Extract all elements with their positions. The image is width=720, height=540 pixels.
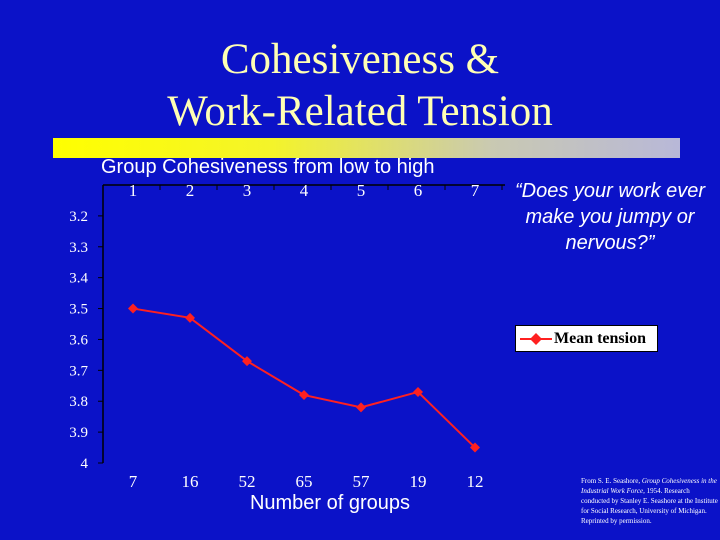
data-point — [242, 356, 252, 367]
source-credit: From S. E. Seashore, Group Cohesiveness … — [581, 476, 719, 526]
top-category-label: 4 — [300, 181, 309, 200]
top-tick-labels: 1 2 3 4 5 6 7 — [129, 181, 480, 200]
y-tick-label: 3.2 — [69, 209, 88, 225]
group-count-label: 19 — [410, 472, 427, 491]
y-tick-label: 3.3 — [69, 240, 88, 256]
y-tick-label: 3.8 — [69, 394, 88, 410]
top-category-label: 7 — [471, 181, 480, 200]
y-tick-label: 3.5 — [69, 302, 88, 318]
title-line-1: Cohesiveness & — [220, 36, 500, 83]
data-point — [128, 303, 138, 314]
chart-axes — [98, 184, 505, 464]
top-category-label: 5 — [357, 181, 366, 200]
data-point — [356, 402, 366, 413]
top-category-label: 1 — [129, 181, 138, 200]
group-count-label: 16 — [182, 472, 199, 491]
survey-question: “Does your work ever make you jumpy or n… — [514, 180, 706, 254]
slide-title: Cohesiveness & Work-Related Tension — [100, 34, 620, 138]
top-axis-title: Group Cohesiveness from low to high — [101, 156, 435, 178]
legend-marker-icon — [520, 333, 552, 345]
title-underline-bar — [53, 138, 680, 158]
y-tick-label: 3.4 — [69, 271, 88, 287]
data-point — [413, 386, 423, 397]
y-tick-labels: 3.2 3.3 3.4 3.5 3.6 3.7 3.8 3.9 4 — [69, 209, 88, 472]
data-point — [185, 312, 195, 323]
top-category-label: 3 — [243, 181, 252, 200]
credit-title: Group Cohesiveness in the Industrial Wor… — [581, 477, 717, 495]
credit-prefix: From S. E. Seashore, — [581, 477, 642, 485]
data-point — [299, 390, 309, 401]
legend-label: Mean tension — [554, 330, 646, 347]
series-line — [132, 307, 476, 449]
group-count-label: 65 — [296, 472, 313, 491]
data-point — [470, 442, 480, 453]
bottom-tick-labels: 7 16 52 65 57 19 12 — [129, 472, 484, 491]
credit-suffix: , 1954. Research conducted by Stanley E.… — [581, 487, 718, 525]
series-mean-tension — [128, 303, 480, 453]
group-count-label: 12 — [467, 472, 484, 491]
y-tick-label: 4 — [81, 456, 89, 472]
group-count-label: 7 — [129, 472, 138, 491]
top-category-label: 6 — [414, 181, 423, 200]
y-tick-label: 3.6 — [69, 332, 88, 348]
group-count-label: 57 — [353, 472, 371, 491]
chart-legend: Mean tension — [515, 325, 658, 352]
y-tick-label: 3.7 — [69, 363, 88, 379]
group-count-label: 52 — [239, 472, 256, 491]
title-line-2: Work-Related Tension — [167, 88, 553, 135]
bottom-axis-title: Number of groups — [249, 492, 411, 514]
top-category-label: 2 — [186, 181, 195, 200]
y-tick-label: 3.9 — [69, 425, 88, 441]
